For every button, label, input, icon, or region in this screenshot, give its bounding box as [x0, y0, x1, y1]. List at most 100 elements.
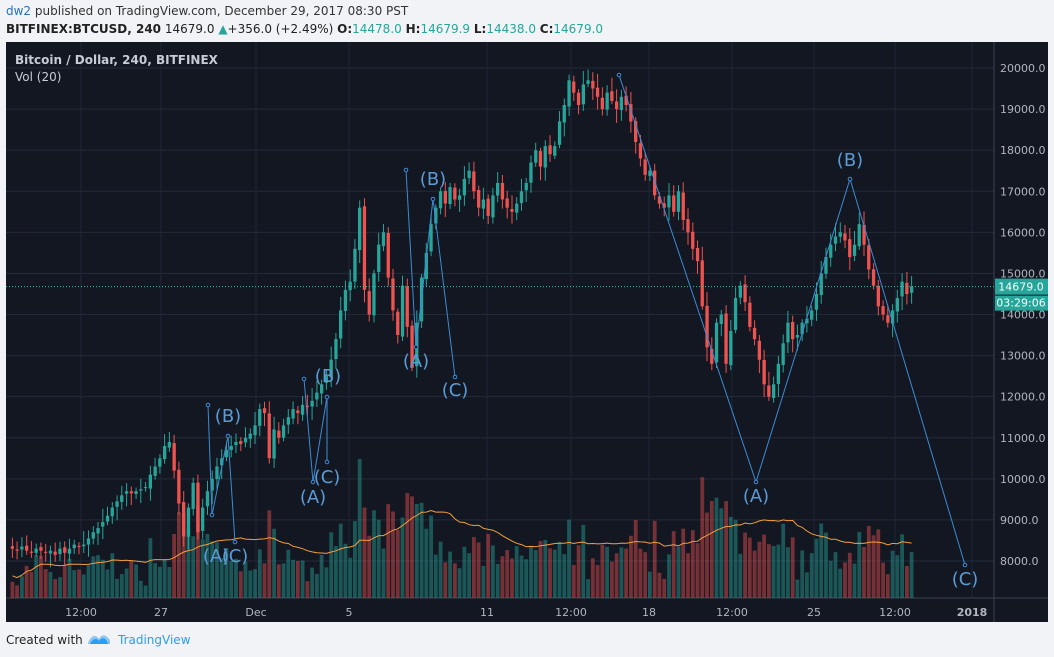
- candle-body: [486, 198, 490, 216]
- volume-bar: [800, 550, 805, 598]
- candle-body: [576, 92, 581, 105]
- volume-bar: [638, 548, 643, 598]
- candle-body: [15, 549, 19, 551]
- candle-body: [224, 450, 229, 458]
- volume-bar: [48, 571, 53, 598]
- volume-bar: [181, 513, 186, 598]
- volume-bar: [253, 569, 257, 598]
- candle-body: [248, 433, 252, 439]
- candle-body: [910, 286, 914, 293]
- wave-label: (A): [403, 351, 429, 372]
- candle-body: [605, 92, 609, 110]
- volume-bar: [733, 519, 738, 598]
- candle-body: [500, 183, 505, 200]
- wave-point: [310, 479, 316, 485]
- volume-bar: [652, 520, 657, 598]
- candle-body: [172, 443, 176, 471]
- volume-bar: [871, 535, 876, 598]
- volume-bar: [524, 559, 529, 598]
- y-tick-label: 11000.0: [1000, 432, 1046, 445]
- candle-body: [86, 538, 91, 545]
- candle-body: [239, 441, 243, 444]
- candle-body: [129, 491, 133, 494]
- x-tick-label: 12:00: [716, 606, 748, 619]
- wave-point: [301, 376, 307, 382]
- volume-bar: [362, 507, 367, 598]
- candle-body: [182, 502, 186, 537]
- candle-body: [496, 183, 500, 196]
- wave-point: [962, 562, 968, 568]
- volume-bar: [805, 572, 809, 598]
- volume-bar: [491, 545, 495, 598]
- candle-body: [667, 195, 671, 208]
- candle-body: [110, 507, 114, 517]
- chart-header: dw2 published on TradingView.com, Decemb…: [0, 0, 1054, 40]
- volume-bar: [552, 549, 557, 598]
- volume-bar: [571, 564, 576, 598]
- volume-bar: [624, 548, 628, 598]
- volume-bar: [885, 574, 890, 598]
- candle-body: [862, 224, 866, 245]
- x-tick-label: 11: [480, 606, 494, 619]
- volume-bar: [162, 559, 167, 598]
- candle-body: [429, 224, 433, 252]
- volume-bar: [234, 558, 238, 598]
- wave-point: [430, 196, 436, 202]
- volume-bar: [728, 516, 733, 598]
- author-link[interactable]: dw2: [6, 4, 32, 18]
- candle-body: [881, 306, 885, 315]
- chart-area[interactable]: 8000.0 9000.0 10000.0 11000.0 12000.0 13000.0…: [6, 42, 1048, 622]
- candle-body: [643, 159, 647, 175]
- candle-body: [58, 548, 62, 554]
- volume-bar: [105, 569, 110, 598]
- candle-body: [581, 84, 585, 105]
- ohlc-line: BITFINEX:BTCUSD, 240 14679.0 ▲+356.0 (+2…: [6, 22, 603, 36]
- volume-bar: [81, 574, 86, 598]
- candle-body: [234, 441, 238, 446]
- volume-bar: [43, 569, 48, 598]
- volume-bar: [357, 458, 362, 598]
- candle-body: [267, 413, 271, 459]
- volume-bar: [39, 555, 43, 598]
- wave-label: (A): [203, 546, 229, 567]
- wave-line: [405, 169, 456, 378]
- volume-bar: [562, 554, 567, 598]
- wave-label: (A): [300, 487, 326, 508]
- candle-body: [653, 170, 657, 196]
- last-price: 14679.0: [164, 22, 215, 36]
- low-label: L:: [473, 22, 487, 36]
- volume-bar: [243, 561, 248, 598]
- volume-bar: [310, 567, 314, 598]
- candle-body: [848, 239, 852, 257]
- candlestick-chart[interactable]: 8000.0 9000.0 10000.0 11000.0 12000.0 13000.0…: [6, 42, 1048, 622]
- candle-body: [20, 546, 24, 550]
- candle-body: [262, 408, 267, 414]
- y-tick-label: 10000.0: [1000, 473, 1046, 486]
- volume-bar: [200, 539, 205, 598]
- volume-bar: [909, 552, 914, 598]
- wave-label: (B): [215, 406, 241, 427]
- volume-bar: [267, 510, 272, 598]
- candle-body: [781, 343, 785, 365]
- volume-bar: [695, 543, 700, 598]
- candle-body: [795, 335, 800, 338]
- candle-body: [657, 196, 662, 204]
- volume-bar: [519, 555, 524, 598]
- volume-bar: [353, 521, 357, 598]
- wave-point: [225, 433, 231, 439]
- volume-bar: [315, 573, 319, 598]
- wave-label: (A): [743, 486, 769, 507]
- volume-bar: [467, 553, 471, 598]
- volume-bar: [767, 544, 771, 598]
- volume-bar: [500, 556, 505, 598]
- candle-body: [343, 289, 348, 311]
- volume-bar: [219, 558, 224, 598]
- candle-body: [434, 207, 438, 224]
- x-tick-label: 25: [807, 606, 821, 619]
- tradingview-link[interactable]: TradingView: [118, 633, 191, 647]
- volume-bar: [895, 555, 900, 598]
- volume-bar: [115, 578, 119, 598]
- volume-bar: [238, 571, 243, 598]
- y-tick-label: 8000.0: [1000, 555, 1039, 568]
- candle-body: [843, 233, 847, 241]
